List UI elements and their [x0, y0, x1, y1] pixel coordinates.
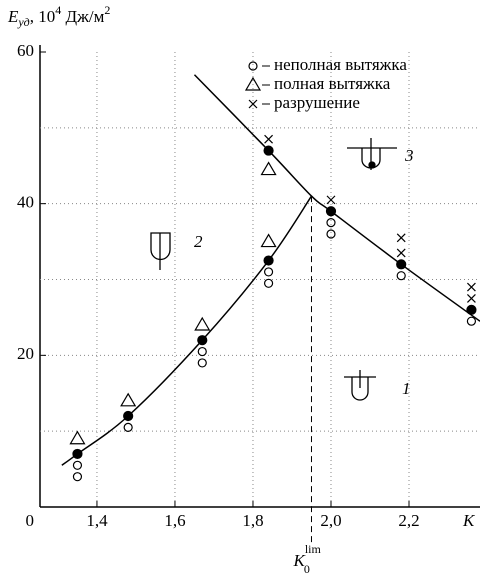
marker-circle — [197, 346, 207, 357]
x-tick-label: 1,6 — [164, 511, 185, 530]
marker-dot — [123, 410, 134, 422]
marker-dot — [325, 206, 337, 217]
limit-label-sub: 0 — [304, 562, 310, 574]
marker-cross — [466, 294, 476, 303]
marker-dot — [466, 304, 477, 315]
marker-circle — [72, 460, 83, 470]
marker-triangle — [69, 430, 86, 445]
y-axis-label: Eуд, 104 Дж/м2 — [7, 3, 110, 29]
y-tick-label: 60 — [17, 41, 34, 60]
icon-3-dot — [368, 161, 376, 169]
marker-circle — [248, 61, 258, 71]
marker-circle — [326, 218, 336, 228]
marker-triangle — [120, 392, 137, 407]
region-label: 1 — [402, 379, 411, 398]
marker-cross — [396, 248, 406, 258]
limit-label-base: K — [292, 551, 306, 570]
marker-dot — [263, 255, 274, 266]
legend-label: неполная вытяжка — [274, 55, 407, 74]
marker-dot — [72, 448, 83, 460]
limit-label: Klim 0 — [292, 542, 321, 574]
x-axis-label: K — [462, 511, 476, 530]
x-tick-label: 1,8 — [242, 511, 263, 530]
marker-dot — [396, 259, 407, 270]
marker-circle — [197, 358, 207, 368]
marker-triangle — [260, 161, 277, 176]
marker-triangle — [244, 76, 262, 91]
icon-1 — [344, 370, 376, 401]
x-tick-label: 1,4 — [86, 511, 108, 530]
x-tick-label: 2,0 — [320, 511, 341, 530]
limit-label-sup: lim — [305, 542, 322, 556]
region-label: 2 — [194, 232, 203, 251]
legend-label: полная вытяжка — [274, 74, 391, 93]
marker-circle — [263, 267, 274, 277]
marker-triangle — [194, 316, 211, 331]
marker-circle — [123, 422, 133, 432]
marker-cross — [326, 195, 336, 205]
marker-circle — [396, 271, 406, 281]
marker-circle — [72, 472, 83, 482]
marker-triangle — [260, 233, 277, 248]
fit-curve — [61, 195, 313, 466]
marker-dot — [197, 335, 208, 346]
marker-circle — [263, 278, 274, 288]
region-icons — [150, 138, 397, 401]
icon-2 — [150, 232, 171, 270]
marker-dot — [263, 145, 274, 156]
marker-cross — [264, 134, 274, 144]
region-label: 3 — [404, 146, 414, 165]
marker-circle — [326, 229, 336, 239]
marker-cross — [248, 99, 258, 109]
y-tick-label: 20 — [17, 344, 34, 363]
fit-curve — [193, 74, 480, 322]
marker-cross — [466, 282, 476, 292]
marker-cross — [396, 233, 406, 243]
y-tick-label: 40 — [17, 193, 34, 212]
marker-circle — [466, 316, 477, 326]
legend-label: разрушение — [274, 93, 360, 112]
y-tick-label: 0 — [26, 511, 35, 530]
x-tick-label: 2,2 — [398, 511, 419, 530]
